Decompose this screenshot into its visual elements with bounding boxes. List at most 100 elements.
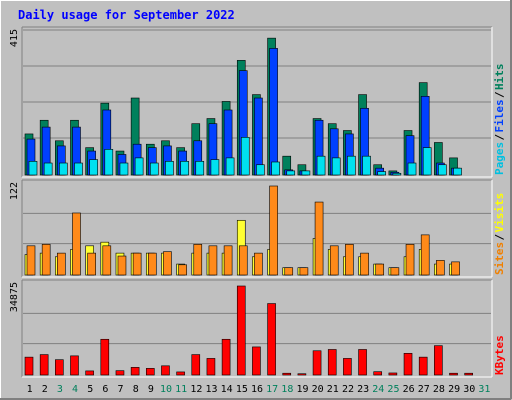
- legend-separator: /: [493, 234, 506, 241]
- bar-pages-day-10: [165, 161, 174, 176]
- bar-sites-day-22: [345, 244, 354, 276]
- bar-kbytes-day-3: [55, 359, 64, 376]
- bar-kbytes-day-13: [206, 358, 216, 376]
- legend-sites: Sites: [493, 242, 506, 275]
- bar-sites-day-27: [420, 234, 430, 276]
- bar-pages-day-25: [392, 172, 402, 176]
- x-tick-label: 8: [133, 384, 139, 395]
- panel-legend: Pages/Files/Hits: [493, 64, 506, 176]
- bar-pages-day-2: [43, 162, 53, 176]
- bar-pages-day-13: [210, 159, 220, 176]
- bar-pages-day-27: [422, 147, 432, 176]
- bar-pages-day-14: [225, 157, 235, 176]
- x-tick-label: 10: [160, 384, 172, 395]
- bar-files-day-17: [269, 48, 278, 176]
- bar-pages-day-23: [362, 155, 371, 176]
- y-max-label: 122: [9, 182, 20, 200]
- bar-sites-day-17: [269, 185, 278, 276]
- x-tick-label: 20: [312, 384, 324, 395]
- x-tick-label: 2: [42, 384, 48, 395]
- panel-legend: Sites/Visits: [493, 193, 506, 275]
- bar-kbytes-day-29: [449, 372, 458, 376]
- bar-pages-day-9: [149, 162, 159, 176]
- x-tick-label: 26: [403, 384, 415, 395]
- bar-pages-day-11: [180, 161, 189, 176]
- x-tick-label: 11: [175, 384, 187, 395]
- bar-sites-day-19: [299, 267, 309, 276]
- x-tick-label: 7: [118, 384, 124, 395]
- legend-separator: /: [493, 91, 506, 98]
- x-tick-label: 9: [148, 384, 154, 395]
- bar-sites-day-15: [238, 245, 248, 276]
- bar-kbytes-day-20: [312, 350, 322, 376]
- bar-pages-day-8: [134, 157, 144, 176]
- bar-kbytes-day-19: [297, 373, 307, 376]
- panel-sites-visits: 122 Sites/Visits: [9, 179, 506, 278]
- panel-kbytes: 34875 KBytes: [9, 279, 506, 378]
- x-tick-label: 17: [266, 384, 278, 395]
- bar-sites-day-29: [451, 261, 460, 276]
- x-tick-label: 6: [102, 384, 108, 395]
- panel-legend: KBytes: [493, 335, 506, 375]
- bar-sites-day-10: [163, 251, 172, 276]
- x-tick-label: 23: [357, 384, 369, 395]
- bar-sites-day-25: [390, 267, 400, 276]
- bar-pages-day-18: [286, 170, 296, 176]
- bar-kbytes-day-9: [145, 368, 155, 376]
- x-tick-label: 27: [418, 384, 430, 395]
- bar-kbytes-day-30: [464, 372, 473, 376]
- x-tick-label: 16: [251, 384, 263, 395]
- bar-pages-day-5: [89, 159, 98, 176]
- bar-kbytes-day-16: [252, 346, 261, 376]
- bar-sites-day-11: [178, 264, 187, 276]
- x-tick-label: 4: [72, 384, 78, 395]
- x-tick-label: 14: [221, 384, 233, 395]
- bar-kbytes-day-14: [221, 338, 231, 376]
- x-tick-label: 13: [205, 384, 217, 395]
- bar-kbytes-day-6: [100, 338, 110, 376]
- bar-sites-day-20: [314, 201, 324, 276]
- bar-kbytes-day-7: [115, 370, 125, 376]
- bar-kbytes-day-12: [191, 354, 201, 376]
- bar-sites-day-21: [329, 245, 339, 276]
- bar-sites-day-24: [375, 263, 385, 276]
- bar-sites-day-13: [208, 245, 218, 276]
- legend-pages: Pages: [493, 142, 506, 175]
- legend-files: Files: [493, 99, 506, 132]
- bar-sites-day-12: [193, 244, 203, 276]
- bar-pages-day-6: [104, 149, 114, 176]
- bar-pages-day-24: [377, 171, 387, 176]
- x-tick-label: 25: [387, 384, 399, 395]
- x-tick-label: 5: [87, 384, 93, 395]
- bar-kbytes-day-5: [85, 370, 94, 376]
- bar-files-day-16: [254, 97, 263, 176]
- x-tick-label: 18: [281, 384, 293, 395]
- x-tick-label: 30: [463, 384, 475, 395]
- bar-sites-day-16: [254, 252, 263, 276]
- bar-kbytes-day-10: [161, 365, 170, 376]
- bar-sites-day-5: [87, 252, 96, 276]
- x-tick-label: 22: [342, 384, 354, 395]
- bar-kbytes-day-15: [236, 285, 246, 376]
- bar-pages-day-29: [453, 167, 462, 176]
- legend-kbytes: KBytes: [493, 335, 506, 375]
- x-tick-label: 3: [57, 384, 63, 395]
- x-tick-label: 31: [478, 384, 490, 395]
- bar-sites-day-3: [57, 252, 66, 276]
- bar-kbytes-day-23: [358, 349, 367, 376]
- x-tick-label: 12: [190, 384, 202, 395]
- bar-kbytes-day-28: [434, 345, 443, 376]
- bar-sites-day-2: [41, 244, 51, 276]
- bar-sites-day-1: [26, 245, 36, 276]
- bar-sites-day-28: [436, 260, 445, 276]
- bar-kbytes-day-24: [373, 371, 383, 376]
- x-tick-label: 24: [372, 384, 384, 395]
- bar-sites-day-9: [147, 252, 157, 276]
- bar-sites-day-18: [284, 267, 294, 276]
- y-max-label: 34875: [9, 282, 20, 312]
- x-tick-label: 15: [236, 384, 248, 395]
- bar-sites-day-6: [102, 245, 112, 276]
